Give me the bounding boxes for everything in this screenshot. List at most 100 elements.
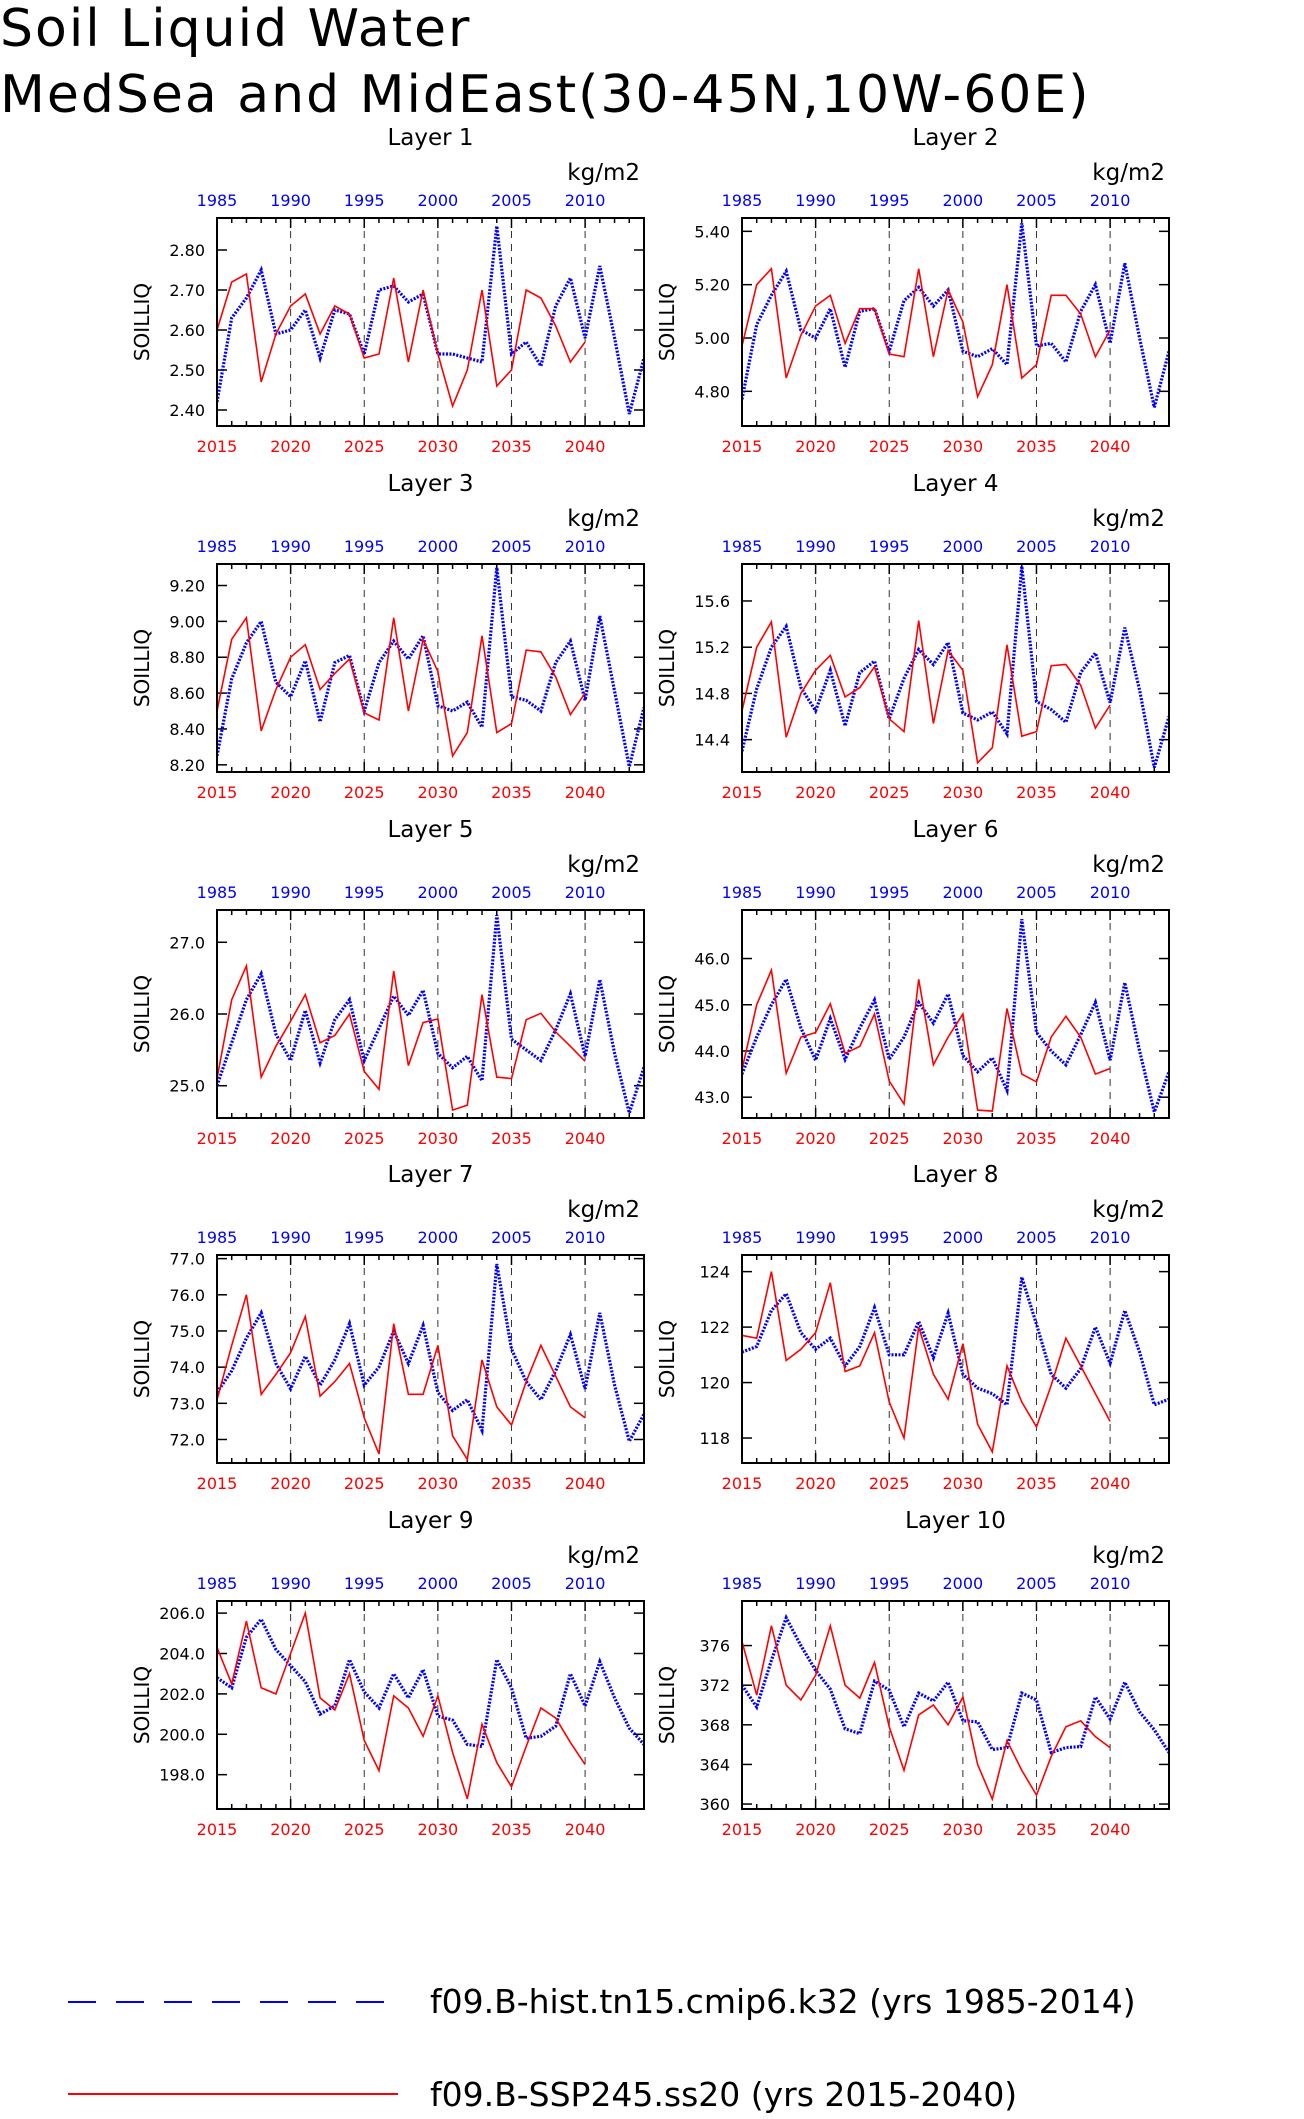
y-axis-label: SOILLIQ bbox=[655, 1666, 679, 1744]
x-tick-label: 2025 bbox=[344, 1820, 385, 1839]
y-tick-label: 26.0 bbox=[169, 1005, 205, 1024]
y-tick-label: 206.0 bbox=[159, 1604, 205, 1623]
x-tick-label: 2035 bbox=[491, 437, 532, 456]
x-tick-label-top: 2010 bbox=[1090, 191, 1131, 210]
y-tick-label: 2.40 bbox=[169, 401, 205, 420]
y-tick-label: 376 bbox=[699, 1637, 730, 1656]
x-tick-label: 2020 bbox=[270, 1474, 311, 1493]
panel-layer-5: Layer 5 kg/m2 SOILLIQ 2015 2020 2025 2030 2035 2… bbox=[130, 817, 645, 1148]
panel-title: Layer 9 bbox=[387, 1508, 473, 1534]
x-tick-label-top: 2010 bbox=[1090, 1228, 1131, 1247]
y-axis-label: SOILLIQ bbox=[655, 975, 679, 1053]
x-tick-label-top: 1990 bbox=[795, 1228, 836, 1247]
y-tick-label: 15.6 bbox=[694, 592, 730, 611]
x-tick-label-top: 2000 bbox=[943, 1574, 984, 1593]
x-tick-label-top: 2005 bbox=[1016, 1574, 1057, 1593]
y-tick-label: 118 bbox=[699, 1429, 730, 1448]
y-axis-label: SOILLIQ bbox=[655, 1320, 679, 1398]
y-axis-label: SOILLIQ bbox=[130, 629, 154, 707]
y-tick-label: 8.80 bbox=[169, 648, 205, 667]
y-tick-label: 5.40 bbox=[694, 222, 730, 241]
series-hist-line bbox=[742, 223, 1169, 408]
x-tick-label: 2015 bbox=[722, 1129, 763, 1148]
series-ssp-line bbox=[217, 962, 586, 1112]
x-tick-label-top: 1985 bbox=[197, 1574, 238, 1593]
panel-layer-8: Layer 8 kg/m2 SOILLIQ 2015 2020 2025 2030 2035 2… bbox=[655, 1162, 1170, 1493]
x-tick-label-top: 2010 bbox=[1090, 1574, 1131, 1593]
y-tick-label: 4.80 bbox=[694, 382, 730, 401]
x-tick-label: 2035 bbox=[1016, 1474, 1057, 1493]
y-tick-label: 364 bbox=[699, 1755, 730, 1774]
x-tick-label-top: 1995 bbox=[344, 537, 385, 556]
units-label: kg/m2 bbox=[567, 160, 640, 186]
x-tick-label: 2015 bbox=[722, 437, 763, 456]
x-tick-label-top: 2010 bbox=[565, 1574, 606, 1593]
x-tick-label-top: 2000 bbox=[943, 537, 984, 556]
x-tick-label-top: 1995 bbox=[344, 191, 385, 210]
panel-layer-1: Layer 1 kg/m2 SOILLIQ 2015 2020 2025 2030 2035 2… bbox=[130, 125, 645, 456]
x-tick-label-top: 1990 bbox=[270, 1228, 311, 1247]
x-tick-label: 2040 bbox=[565, 1820, 606, 1839]
x-tick-label-top: 2010 bbox=[565, 1228, 606, 1247]
y-tick-label: 200.0 bbox=[159, 1725, 205, 1744]
y-tick-label: 27.0 bbox=[169, 933, 205, 952]
x-tick-label-top: 2000 bbox=[418, 191, 459, 210]
x-tick-label-top: 2000 bbox=[418, 1228, 459, 1247]
x-tick-label: 2035 bbox=[491, 1129, 532, 1148]
y-tick-label: 2.60 bbox=[169, 321, 205, 340]
x-tick-label-top: 1995 bbox=[869, 537, 910, 556]
panel-layer-3: Layer 3 kg/m2 SOILLIQ 2015 2020 2025 2030 2035 2… bbox=[130, 471, 645, 802]
x-tick-label: 2015 bbox=[722, 783, 763, 802]
x-tick-label-top: 2000 bbox=[418, 537, 459, 556]
y-tick-label: 202.0 bbox=[159, 1685, 205, 1704]
units-label: kg/m2 bbox=[567, 1543, 640, 1569]
y-tick-label: 25.0 bbox=[169, 1077, 205, 1096]
x-tick-label: 2035 bbox=[491, 1474, 532, 1493]
x-tick-label: 2020 bbox=[795, 783, 836, 802]
x-tick-label: 2015 bbox=[197, 1129, 238, 1148]
x-tick-label: 2030 bbox=[943, 1474, 984, 1493]
x-tick-label: 2030 bbox=[418, 1820, 459, 1839]
panel-title: Layer 3 bbox=[387, 471, 473, 497]
series-hist-line bbox=[742, 1613, 1169, 1755]
series-ssp-line bbox=[742, 1622, 1111, 1802]
x-tick-label: 2030 bbox=[943, 783, 984, 802]
x-tick-label-top: 1990 bbox=[270, 1574, 311, 1593]
x-tick-label-top: 1995 bbox=[869, 1228, 910, 1247]
x-tick-label: 2040 bbox=[565, 437, 606, 456]
x-tick-label: 2040 bbox=[565, 783, 606, 802]
x-tick-label-top: 1985 bbox=[197, 537, 238, 556]
x-tick-label-top: 2000 bbox=[418, 883, 459, 902]
plot-frame bbox=[741, 1254, 1170, 1464]
x-tick-label-top: 1985 bbox=[197, 883, 238, 902]
x-tick-label-top: 1995 bbox=[869, 191, 910, 210]
y-axis-label: SOILLIQ bbox=[130, 283, 154, 361]
series-ssp-line bbox=[742, 1271, 1111, 1455]
units-label: kg/m2 bbox=[567, 1197, 640, 1223]
y-tick-label: 8.20 bbox=[169, 756, 205, 775]
x-tick-label-top: 2005 bbox=[491, 1228, 532, 1247]
x-tick-label: 2015 bbox=[197, 437, 238, 456]
x-tick-label: 2030 bbox=[418, 1129, 459, 1148]
y-tick-label: 73.0 bbox=[169, 1394, 205, 1413]
units-label: kg/m2 bbox=[567, 852, 640, 878]
plot-frame bbox=[216, 1600, 645, 1810]
x-tick-label: 2040 bbox=[565, 1129, 606, 1148]
x-tick-label: 2015 bbox=[722, 1474, 763, 1493]
x-tick-label-top: 1985 bbox=[722, 191, 763, 210]
y-tick-label: 372 bbox=[699, 1676, 730, 1695]
series-ssp-line bbox=[217, 1294, 586, 1462]
x-tick-label: 2030 bbox=[418, 437, 459, 456]
x-tick-label-top: 1990 bbox=[270, 191, 311, 210]
x-tick-label-top: 1985 bbox=[722, 1574, 763, 1593]
units-label: kg/m2 bbox=[1092, 1197, 1165, 1223]
x-tick-label: 2040 bbox=[1090, 783, 1131, 802]
y-tick-label: 14.8 bbox=[694, 684, 730, 703]
x-tick-label: 2025 bbox=[344, 437, 385, 456]
y-tick-label: 2.80 bbox=[169, 241, 205, 260]
y-tick-label: 360 bbox=[699, 1795, 730, 1814]
y-tick-label: 120 bbox=[699, 1374, 730, 1393]
y-tick-label: 75.0 bbox=[169, 1322, 205, 1341]
x-tick-label: 2015 bbox=[722, 1820, 763, 1839]
